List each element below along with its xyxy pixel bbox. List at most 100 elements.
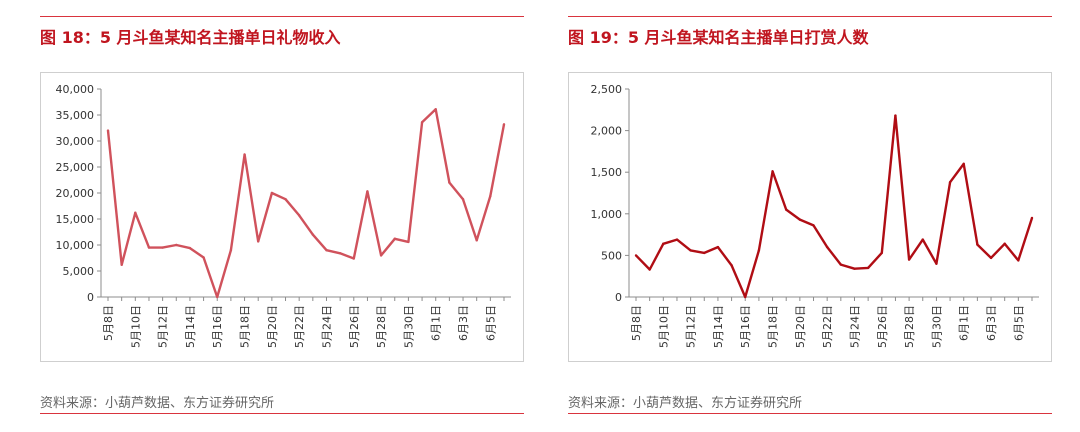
gift-income-line-chart: 0 5,000 10,000 15,000 20,000 25,000 30,000 35,0… bbox=[56, 83, 511, 348]
data-point bbox=[907, 258, 911, 261]
figure-title: 图 18：5 月斗鱼某知名主播单日礼物收入 bbox=[40, 28, 341, 47]
data-point bbox=[407, 240, 410, 244]
x-tick-label: 5月10日 bbox=[657, 305, 670, 348]
data-point bbox=[798, 218, 802, 221]
y-tick-label: 15,000 bbox=[56, 213, 95, 226]
source-note: 资料来源：小葫芦数据、东方证券研究所 bbox=[40, 396, 275, 411]
x-tick-label: 5月14日 bbox=[184, 305, 197, 348]
data-point bbox=[243, 153, 246, 156]
data-point bbox=[202, 256, 205, 259]
data-point bbox=[880, 251, 883, 255]
data-point bbox=[935, 262, 938, 265]
x-tick-label: 5月20日 bbox=[794, 305, 807, 348]
x-tick-label: 5月16日 bbox=[739, 305, 752, 348]
data-point bbox=[175, 243, 178, 247]
data-point bbox=[216, 295, 219, 299]
x-tick-label: 5月20日 bbox=[266, 305, 279, 348]
data-point bbox=[812, 224, 815, 227]
data-point bbox=[434, 108, 437, 111]
data-point bbox=[366, 190, 369, 193]
y-tick-label: 25,000 bbox=[56, 161, 95, 174]
data-point bbox=[1003, 242, 1006, 245]
x-tick-label: 5月22日 bbox=[293, 305, 306, 348]
data-point bbox=[147, 246, 151, 249]
data-point bbox=[284, 198, 287, 201]
figure-title: 图 19：5 月斗鱼某知名主播单日打赏人数 bbox=[568, 28, 869, 47]
x-tick-label: 5月12日 bbox=[157, 305, 170, 348]
x-tick-label: 5月8日 bbox=[630, 305, 643, 341]
source-note: 资料来源：小葫芦数据、东方证券研究所 bbox=[568, 396, 803, 411]
data-point bbox=[757, 249, 761, 252]
data-point bbox=[229, 249, 233, 252]
tipper-count-line-chart: 0 500 1,000 1,500 2,000 2,500 5月8日 5月10日 5月12日 5月… bbox=[591, 83, 1039, 348]
data-point bbox=[270, 191, 274, 195]
data-point bbox=[1030, 216, 1034, 220]
y-tick-label: 5,000 bbox=[63, 265, 95, 278]
data-point bbox=[475, 239, 478, 242]
data-point bbox=[921, 238, 924, 241]
y-tick-label: 35,000 bbox=[56, 109, 95, 122]
figure-18: 图 18：5 月斗鱼某知名主播单日礼物收入 0 5,000 10,000 15,000… bbox=[40, 16, 524, 414]
data-point bbox=[257, 240, 260, 243]
chart-frame: 0 5,000 10,000 15,000 20,000 25,000 30,000 35,0… bbox=[40, 72, 524, 362]
x-tick-label: 5月26日 bbox=[876, 305, 889, 348]
data-point bbox=[461, 198, 465, 201]
data-point bbox=[188, 246, 192, 250]
data-point bbox=[502, 123, 506, 126]
x-tick-label: 5月14日 bbox=[712, 305, 725, 348]
x-tick-label: 6月1日 bbox=[430, 305, 443, 341]
y-tick-label: 10,000 bbox=[56, 239, 95, 252]
data-point bbox=[744, 295, 747, 299]
series-line bbox=[635, 114, 1034, 299]
x-tick-label: 5月18日 bbox=[767, 305, 780, 348]
data-point bbox=[839, 263, 843, 266]
data-point bbox=[785, 208, 788, 211]
data-point bbox=[393, 237, 396, 240]
x-tick-label: 5月18日 bbox=[239, 305, 252, 348]
y-tick-label: 2,000 bbox=[591, 125, 623, 138]
data-point bbox=[976, 243, 979, 246]
x-tick-label: 6月3日 bbox=[985, 305, 998, 341]
bottom-rule bbox=[568, 413, 1052, 414]
data-point bbox=[106, 129, 110, 132]
y-tick-label: 30,000 bbox=[56, 135, 95, 148]
y-tick-label: 500 bbox=[601, 249, 622, 262]
x-tick-label: 5月28日 bbox=[375, 305, 388, 348]
data-point bbox=[338, 252, 342, 255]
top-rule bbox=[568, 16, 1052, 17]
data-point bbox=[352, 257, 355, 260]
y-tick-label: 0 bbox=[615, 291, 622, 304]
x-tick-label: 5月24日 bbox=[848, 305, 861, 348]
x-tick-label: 5月12日 bbox=[685, 305, 698, 348]
y-tick-label: 0 bbox=[87, 291, 94, 304]
y-tick-label: 2,500 bbox=[591, 83, 623, 96]
data-point bbox=[989, 256, 993, 260]
data-point bbox=[894, 114, 897, 117]
top-rule bbox=[40, 16, 524, 17]
x-tick-label: 6月5日 bbox=[484, 305, 497, 341]
data-point bbox=[853, 267, 856, 270]
data-point bbox=[161, 246, 164, 249]
x-tick-label: 5月26日 bbox=[348, 305, 361, 348]
data-point bbox=[489, 194, 492, 198]
data-point bbox=[311, 233, 315, 236]
x-tick-label: 5月30日 bbox=[930, 305, 943, 348]
data-point bbox=[448, 181, 451, 184]
y-tick-label: 40,000 bbox=[56, 83, 95, 96]
data-point bbox=[420, 121, 424, 124]
x-tick-label: 5月28日 bbox=[903, 305, 916, 348]
x-tick-label: 5月22日 bbox=[821, 305, 834, 348]
data-point bbox=[662, 242, 665, 245]
data-point bbox=[297, 214, 301, 217]
data-point bbox=[134, 211, 137, 214]
data-point bbox=[866, 266, 870, 270]
data-point bbox=[962, 162, 965, 166]
x-tick-label: 6月5日 bbox=[1012, 305, 1025, 341]
data-point bbox=[379, 254, 383, 257]
x-tick-label: 5月8日 bbox=[102, 305, 115, 341]
y-tick-label: 1,500 bbox=[591, 166, 623, 179]
data-point bbox=[1017, 259, 1020, 262]
data-point bbox=[648, 268, 651, 271]
x-tick-label: 6月1日 bbox=[958, 305, 971, 341]
data-point bbox=[771, 170, 774, 173]
